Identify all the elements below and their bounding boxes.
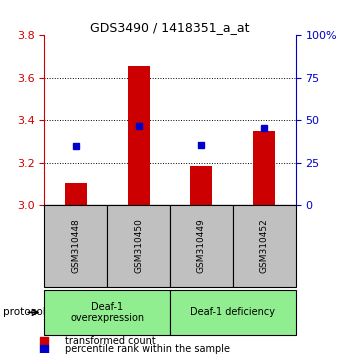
Text: GSM310448: GSM310448	[71, 219, 80, 273]
Text: GSM310450: GSM310450	[134, 218, 143, 274]
Title: GDS3490 / 1418351_a_at: GDS3490 / 1418351_a_at	[90, 21, 250, 34]
Text: Deaf-1 deficiency: Deaf-1 deficiency	[190, 307, 275, 318]
Bar	[44, 290, 170, 335]
Text: GSM310452: GSM310452	[260, 219, 269, 273]
Bar	[107, 205, 170, 287]
Text: protocol: protocol	[3, 307, 46, 318]
Bar	[190, 166, 212, 205]
Bar	[253, 131, 275, 205]
Text: percentile rank within the sample: percentile rank within the sample	[65, 344, 230, 354]
Bar	[128, 66, 150, 205]
Text: transformed count: transformed count	[65, 336, 155, 346]
Bar	[44, 205, 107, 287]
Text: GSM310449: GSM310449	[197, 219, 206, 273]
Bar	[170, 205, 233, 287]
Bar	[170, 290, 296, 335]
Text: Deaf-1
overexpression: Deaf-1 overexpression	[70, 302, 144, 323]
Bar	[65, 183, 87, 205]
Bar	[233, 205, 296, 287]
